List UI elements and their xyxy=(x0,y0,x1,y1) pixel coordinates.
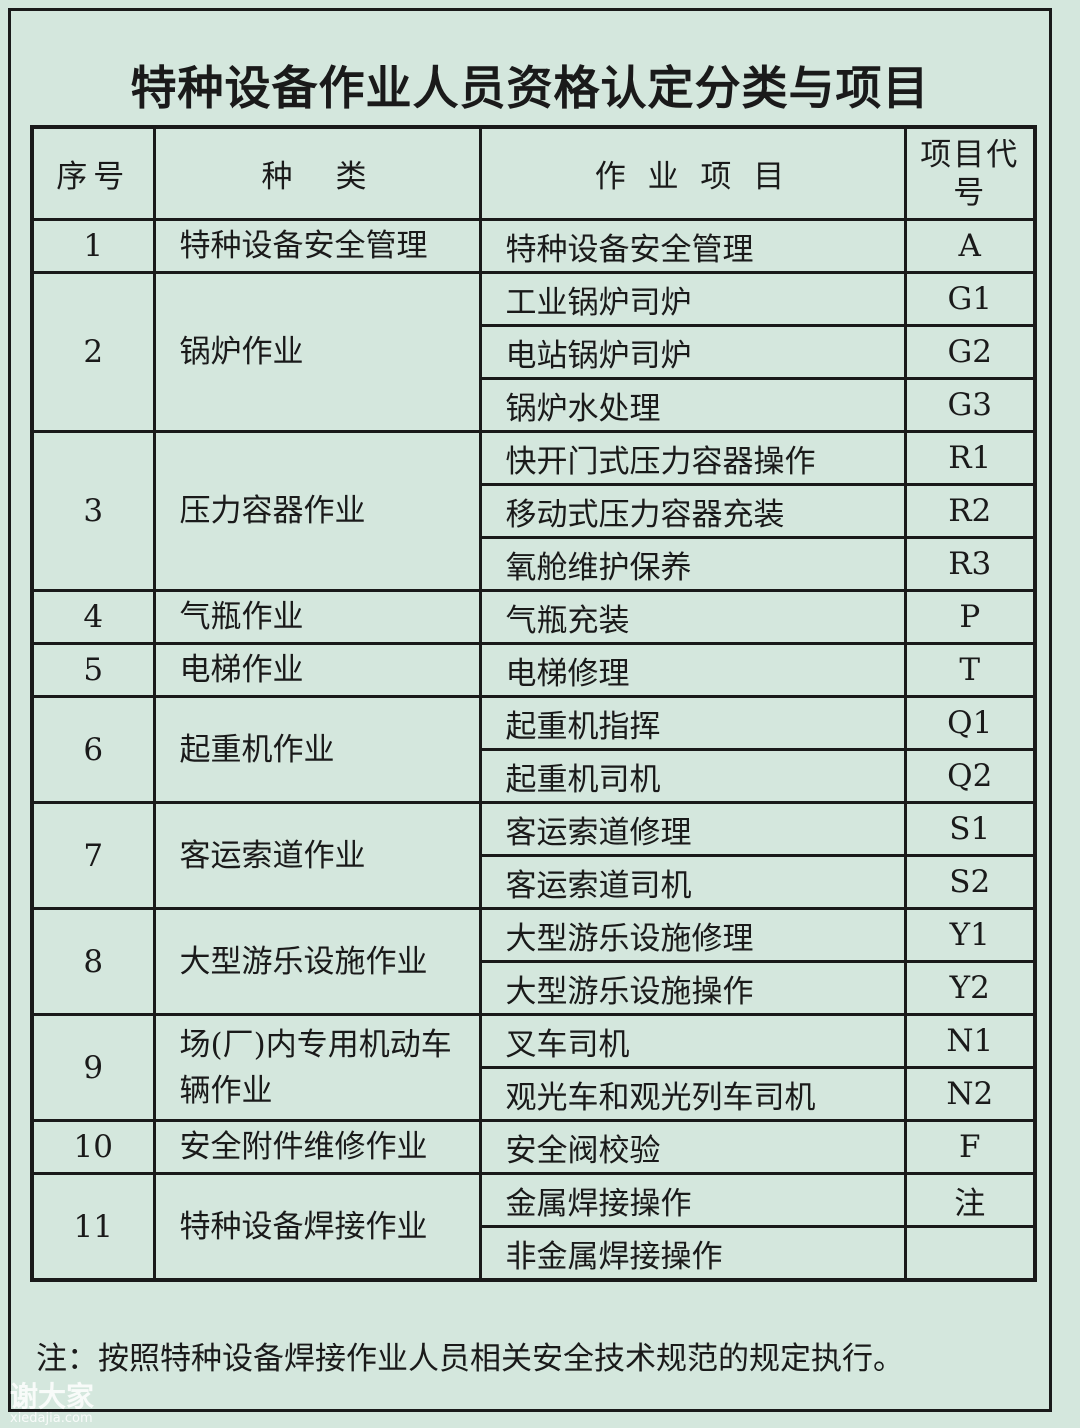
item-cell: 工业锅炉司炉 xyxy=(478,271,907,327)
item-cell: 大型游乐设施修理 xyxy=(478,907,907,963)
table-row: 移动式压力容器充装 R2 xyxy=(32,483,1037,539)
table-header-row: 序号 种 类 作 业 项 目 项目代号 xyxy=(30,125,1037,221)
table-row: 10 安全附件维修作业 安全阀校验 F xyxy=(30,1119,1037,1175)
item-cell: 金属焊接操作 xyxy=(478,1172,907,1228)
row-number: 2 xyxy=(30,271,156,433)
row-number: 1 xyxy=(30,218,156,274)
item-cell: 大型游乐设施操作 xyxy=(478,960,907,1016)
watermark-logo-text: 谢大家 xyxy=(10,1380,95,1413)
code-cell: S1 xyxy=(903,801,1037,857)
item-cell: 叉车司机 xyxy=(478,1013,907,1069)
watermark-site: xiedajia.com xyxy=(10,1411,93,1426)
item-cell: 锅炉水处理 xyxy=(478,377,907,433)
table-body: 1 特种设备安全管理 特种设备安全管理 A 2 锅炉作业 工业锅炉司炉 G1 电站锅炉司炉 G2 锅… xyxy=(30,218,1037,1282)
code-cell: N2 xyxy=(903,1066,1037,1122)
footnote: 注：按照特种设备焊接作业人员相关安全技术规范的规定执行。 xyxy=(36,1341,904,1377)
category-cell: 压力容器作业 xyxy=(152,430,482,592)
code-cell: R1 xyxy=(903,430,1037,486)
code-cell: N1 xyxy=(903,1013,1037,1069)
document-frame xyxy=(8,8,1052,1412)
table-row: 2 锅炉作业 工业锅炉司炉 G1 xyxy=(30,271,1037,433)
code-cell: A xyxy=(903,218,1037,274)
row-number: 6 xyxy=(30,695,156,804)
item-cell: 电梯修理 xyxy=(478,642,907,698)
code-cell: G3 xyxy=(903,377,1037,433)
item-cell: 起重机指挥 xyxy=(478,695,907,751)
row-number: 10 xyxy=(30,1119,156,1175)
category-cell: 锅炉作业 xyxy=(152,271,482,433)
table-row: 大型游乐设施操作 Y2 xyxy=(32,960,1037,1016)
item-cell: 安全阀校验 xyxy=(478,1119,907,1175)
table-row: 电站锅炉司炉 G2 xyxy=(32,324,1037,380)
item-cell: 观光车和观光列车司机 xyxy=(478,1066,907,1122)
table-row: 起重机司机 Q2 xyxy=(32,748,1037,804)
category-cell: 电梯作业 xyxy=(152,642,482,698)
code-cell: G1 xyxy=(903,271,1037,327)
row-number: 5 xyxy=(30,642,156,698)
item-cell: 快开门式压力容器操作 xyxy=(478,430,907,486)
code-cell: F xyxy=(903,1119,1037,1175)
table-row: 锅炉水处理 G3 xyxy=(32,377,1037,433)
item-cell: 特种设备安全管理 xyxy=(478,218,907,274)
code-cell: Q2 xyxy=(903,748,1037,804)
table-row: 非金属焊接操作 xyxy=(32,1225,1037,1282)
row-number: 8 xyxy=(30,907,156,1016)
code-cell: Q1 xyxy=(903,695,1037,751)
table-row: 7 客运索道作业 客运索道修理 S1 xyxy=(30,801,1037,910)
item-cell: 气瓶充装 xyxy=(478,589,907,645)
table-row: 11 特种设备焊接作业 金属焊接操作注 xyxy=(30,1172,1037,1282)
row-number: 9 xyxy=(30,1013,156,1122)
row-number: 3 xyxy=(30,430,156,592)
table-row: 9 场(厂)内专用机动车辆作业 叉车司机 N1 xyxy=(30,1013,1037,1122)
item-cell: 电站锅炉司炉 xyxy=(478,324,907,380)
table-row: 1 特种设备安全管理 特种设备安全管理 A xyxy=(30,218,1037,274)
table-row: 氧舱维护保养 R3 xyxy=(32,536,1037,592)
code-cell: R2 xyxy=(903,483,1037,539)
page-title: 特种设备作业人员资格认定分类与项目 xyxy=(130,61,930,115)
category-cell: 场(厂)内专用机动车辆作业 xyxy=(152,1013,482,1122)
item-cell: 非金属焊接操作 xyxy=(478,1225,907,1282)
header-category: 种 类 xyxy=(152,125,482,221)
item-cell: 客运索道司机 xyxy=(478,854,907,910)
table-row: 3 压力容器作业 快开门式压力容器操作 R1 xyxy=(30,430,1037,592)
header-no: 序号 xyxy=(30,125,156,221)
table-row: 5 电梯作业 电梯修理 T xyxy=(30,642,1037,698)
watermark-logo: 谢大家 xiedajia.com xyxy=(10,1382,94,1426)
row-number: 4 xyxy=(30,589,156,645)
item-cell: 氧舱维护保养 xyxy=(478,536,907,592)
code-cell: P xyxy=(903,589,1037,645)
header-code: 项目代号 xyxy=(903,125,1037,221)
category-cell: 大型游乐设施作业 xyxy=(152,907,482,1016)
category-cell: 特种设备焊接作业 xyxy=(152,1172,482,1282)
table-row: 客运索道司机 S2 xyxy=(32,854,1037,910)
item-cell: 移动式压力容器充装 xyxy=(478,483,907,539)
item-cell: 客运索道修理 xyxy=(478,801,907,857)
row-number: 11 xyxy=(30,1172,156,1282)
header-item: 作 业 项 目 xyxy=(478,125,907,221)
code-cell: 注 xyxy=(903,1172,1037,1228)
category-cell: 气瓶作业 xyxy=(152,589,482,645)
code-cell xyxy=(903,1225,1037,1282)
category-cell: 特种设备安全管理 xyxy=(152,218,482,274)
category-cell: 起重机作业 xyxy=(152,695,482,804)
code-cell: Y2 xyxy=(903,960,1037,1016)
code-cell: Y1 xyxy=(903,907,1037,963)
code-cell: G2 xyxy=(903,324,1037,380)
code-cell: S2 xyxy=(903,854,1037,910)
code-cell: R3 xyxy=(903,536,1037,592)
table-row: 观光车和观光列车司机 N2 xyxy=(32,1066,1037,1122)
table-row: 8 大型游乐设施作业 大型游乐设施修理 Y1 xyxy=(30,907,1037,1016)
table-row: 4 气瓶作业 气瓶充装 P xyxy=(30,589,1037,645)
code-cell: T xyxy=(903,642,1037,698)
qualification-table: 序号 种 类 作 业 项 目 项目代号 1 特种设备安全管理 特种设备安全管理 A 2 锅… xyxy=(30,125,1037,1282)
category-cell: 安全附件维修作业 xyxy=(152,1119,482,1175)
item-cell: 起重机司机 xyxy=(478,748,907,804)
table-row: 6 起重机作业 起重机指挥 Q1 xyxy=(30,695,1037,804)
category-cell: 客运索道作业 xyxy=(152,801,482,910)
row-number: 7 xyxy=(30,801,156,910)
